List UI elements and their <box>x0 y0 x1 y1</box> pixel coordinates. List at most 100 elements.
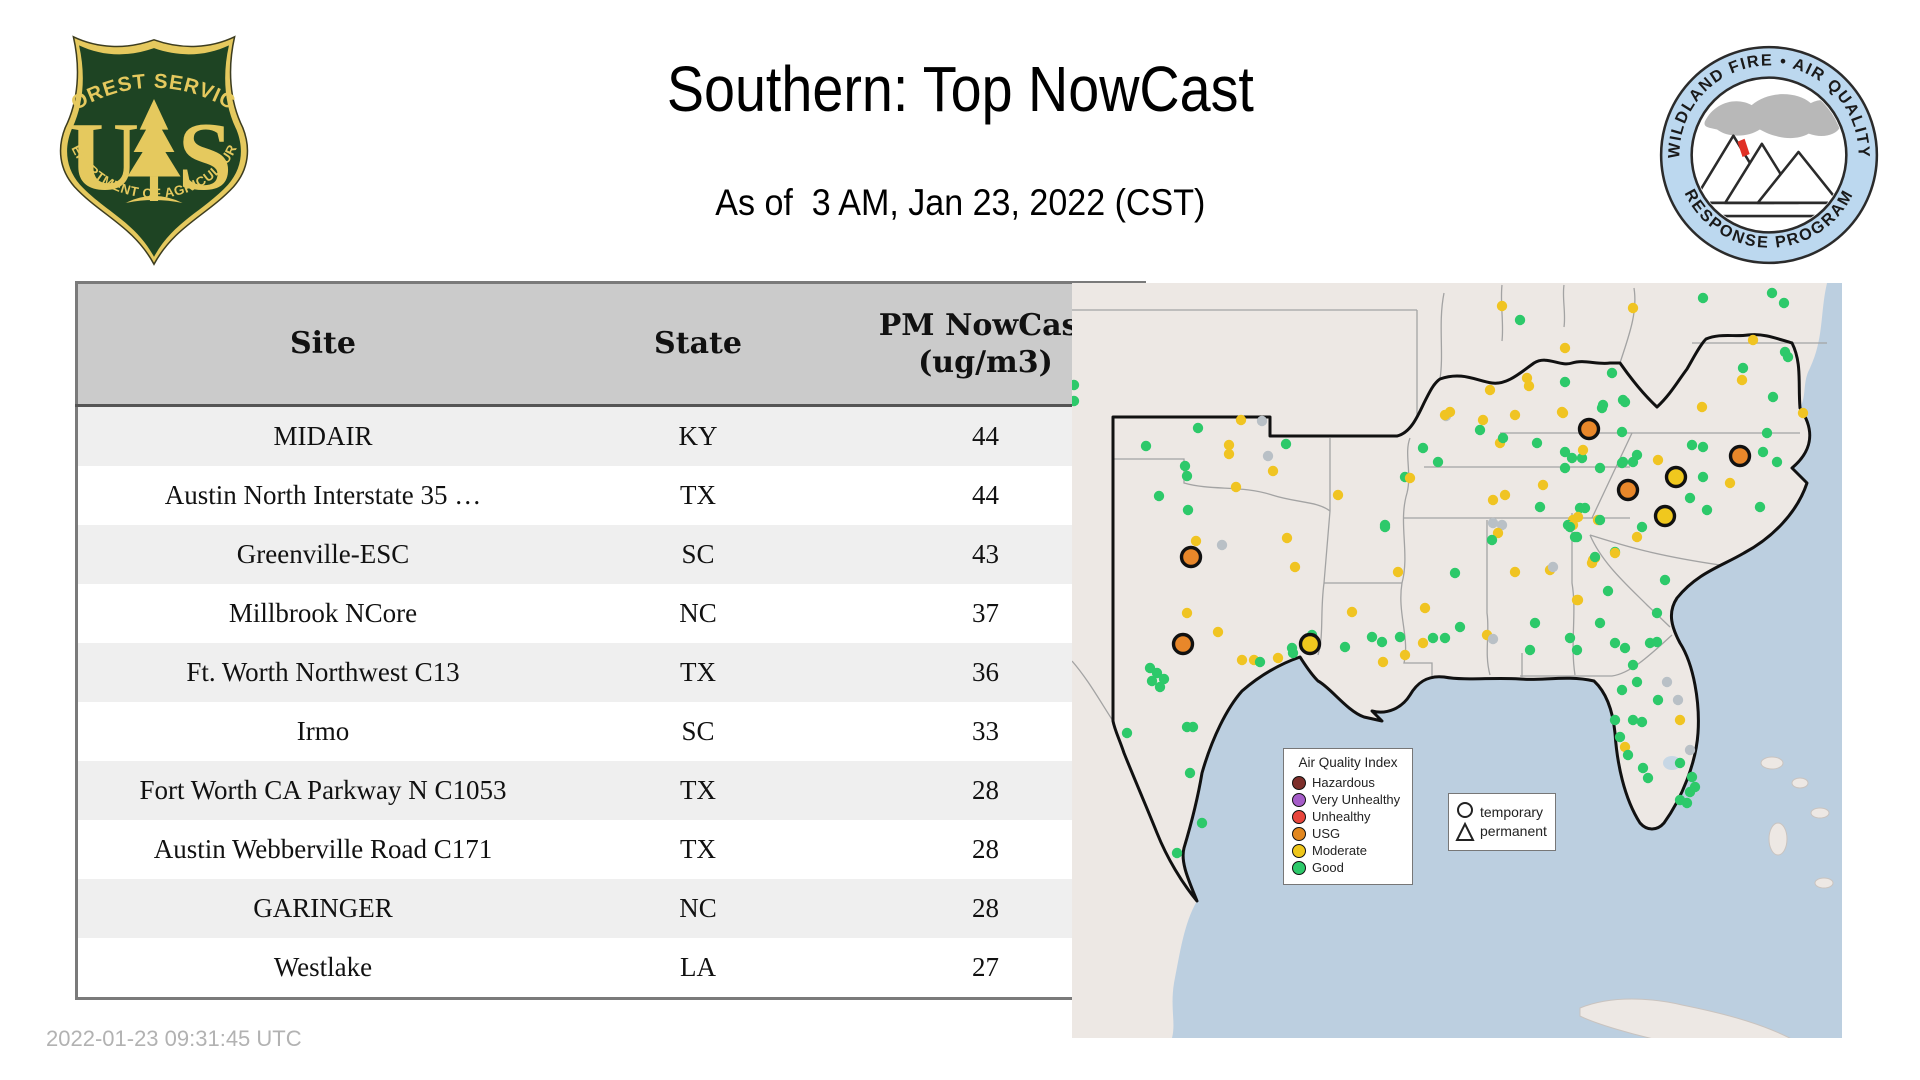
monitor-dot <box>1072 395 1080 407</box>
site-cell: MIDAIR <box>273 421 373 451</box>
site-cell: Greenville-ESC <box>236 539 410 569</box>
monitor-dot <box>1782 351 1794 363</box>
monitor-dot <box>1377 656 1389 668</box>
monitor-dot <box>1230 481 1242 493</box>
table-row: MIDAIR KY 44 <box>76 405 1145 466</box>
monitor-dot <box>1121 727 1133 739</box>
value-cell: 44 <box>972 480 999 510</box>
monitor-dot <box>1674 714 1686 726</box>
monitor-dot <box>1487 494 1499 506</box>
monitor-dot <box>1559 446 1571 458</box>
forest-service-logo: FOREST SERVICE U S DEPARTMENT OF AGRICUL… <box>45 11 256 274</box>
monitor-dot <box>1182 504 1194 516</box>
monitor-dot <box>1559 376 1571 388</box>
value-cell: 28 <box>972 834 999 864</box>
top-site-marker <box>1171 632 1195 656</box>
monitor-dot <box>1486 534 1498 546</box>
wfaqrp-logo: WILDLAND FIRE • AIR QUALITY RESPONSE PRO… <box>1654 40 1884 270</box>
monitor-dot <box>1289 561 1301 573</box>
value-cell: 33 <box>972 716 999 746</box>
table-row: Austin Webberville Road C171 TX 28 <box>76 820 1145 879</box>
monitor-dot <box>1594 514 1606 526</box>
value-cell: 36 <box>972 657 999 687</box>
monitor-dot <box>1181 470 1193 482</box>
monitor-dot <box>1627 659 1639 671</box>
site-cell: Millbrook NCore <box>228 598 418 628</box>
nowcast-table-body: MIDAIR KY 44 Austin North Interstate 35 … TX… <box>76 405 1145 999</box>
monitor-dot <box>1399 649 1411 661</box>
monitor-dot <box>1509 409 1521 421</box>
monitor-dot <box>1609 637 1621 649</box>
monitor-dot <box>1404 472 1416 484</box>
monitor-dot <box>1496 519 1508 531</box>
monitor-dot <box>1747 334 1759 346</box>
map-canvas <box>1072 283 1842 1038</box>
monitor-dot <box>1771 456 1783 468</box>
monitor-dot <box>1778 297 1790 309</box>
top-site-marker <box>1577 417 1601 441</box>
value-cell: 27 <box>972 952 999 982</box>
site-cell: Irmo <box>296 716 350 746</box>
top-site-marker <box>1728 444 1752 468</box>
monitor-dot <box>1332 489 1344 501</box>
monitor-dot <box>1576 452 1588 464</box>
monitor-dot <box>1619 642 1631 654</box>
monitor-dot <box>1212 626 1224 638</box>
col-header-state: State <box>568 282 828 407</box>
monitor-dot <box>1564 632 1576 644</box>
monitor-dot <box>1366 631 1378 643</box>
value-cell: 28 <box>972 893 999 923</box>
table-row: Irmo SC 33 <box>76 702 1145 761</box>
monitor-dot <box>1417 442 1429 454</box>
monitor-dot <box>1672 694 1684 706</box>
monitor-dot <box>1216 539 1228 551</box>
site-cell: Fort Worth CA Parkway N C1053 <box>139 775 507 805</box>
table-row: Westlake LA 27 <box>76 938 1145 999</box>
site-cell: Austin North Interstate 35 … <box>164 480 482 510</box>
monitor-dot <box>1797 407 1809 419</box>
monitor-dot <box>1697 292 1709 304</box>
monitor-dot <box>1153 490 1165 502</box>
monitor-dot <box>1339 641 1351 653</box>
monitor-dot <box>1158 673 1170 685</box>
monitor-dot <box>1559 462 1571 474</box>
state-cell: SC <box>681 716 715 746</box>
monitor-map: Air Quality Index Hazardous Very Unhealth… <box>1072 283 1842 1038</box>
monitor-dot <box>1577 444 1589 456</box>
monitor-dot <box>1579 502 1591 514</box>
monitor-dot <box>1724 477 1736 489</box>
monitor-dot <box>1617 394 1629 406</box>
monitor-dot <box>1547 561 1559 573</box>
monitor-dot <box>1661 676 1673 688</box>
monitor-dot <box>1419 602 1431 614</box>
state-cell: KY <box>678 421 718 451</box>
monitor-dot <box>1281 532 1293 544</box>
monitor-dot <box>1636 716 1648 728</box>
monitor-dot <box>1684 786 1696 798</box>
fs-letter-s: S <box>178 103 232 211</box>
monitor-dot <box>1651 636 1663 648</box>
page-title: Southern: Top NowCast <box>0 52 1920 126</box>
site-cell: Ft. Worth Northwest C13 <box>186 657 460 687</box>
generated-timestamp: 2022-01-23 09:31:45 UTC <box>46 1026 302 1051</box>
state-cell: TX <box>680 834 716 864</box>
monitor-dot <box>1190 535 1202 547</box>
table-row: GARINGER NC 28 <box>76 879 1145 938</box>
top-site-marker <box>1298 632 1322 656</box>
monitor-dot <box>1439 409 1451 421</box>
monitor-dot <box>1487 517 1499 529</box>
monitor-dot <box>1594 617 1606 629</box>
pine-tree-icon <box>125 99 183 204</box>
table-row: Millbrook NCore NC 37 <box>76 584 1145 643</box>
top-site-marker <box>1664 465 1688 489</box>
monitor-dot <box>1196 817 1208 829</box>
monitor-dot <box>1140 440 1152 452</box>
monitor-dot <box>1537 479 1549 491</box>
top-nowcast-table: Site State PM NowCast (ug/m3) MIDAIR KY 44… <box>75 281 1146 1000</box>
monitor-dot <box>1432 456 1444 468</box>
monitor-dot <box>1487 633 1499 645</box>
monitor-dot <box>1559 342 1571 354</box>
monitor-dot <box>1737 362 1749 374</box>
monitor-dot <box>1686 439 1698 451</box>
table-row: Fort Worth CA Parkway N C1053 TX 28 <box>76 761 1145 820</box>
